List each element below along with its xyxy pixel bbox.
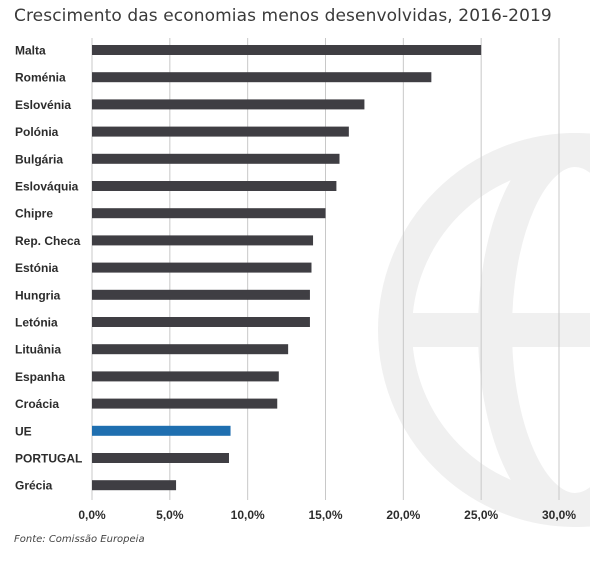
category-label: Malta bbox=[15, 44, 46, 58]
chart-title: Crescimento das economias menos desenvol… bbox=[14, 6, 552, 26]
category-label: Espanha bbox=[15, 370, 65, 384]
category-label: Eslováquia bbox=[15, 180, 79, 194]
category-label: Roménia bbox=[15, 71, 66, 85]
category-label: PORTUGAL bbox=[15, 452, 82, 466]
bar-gr-cia bbox=[92, 480, 177, 491]
category-labels: Malta Roménia Eslovénia Polónia Bulgária Eslo… bbox=[15, 44, 82, 493]
bar-eslov-nia bbox=[92, 99, 365, 110]
category-label: Lituânia bbox=[15, 343, 61, 357]
source-note: Fonte: Comissão Europeia bbox=[14, 534, 145, 545]
bar-let-nia bbox=[92, 317, 310, 327]
bars bbox=[92, 45, 482, 491]
x-tick-label: 5,0% bbox=[156, 508, 184, 522]
bar-est-nia bbox=[92, 262, 312, 273]
category-label: Bulgária bbox=[15, 152, 63, 166]
globe-watermark bbox=[378, 133, 590, 527]
category-label: Letónia bbox=[15, 316, 58, 330]
category-label: Hungria bbox=[15, 288, 61, 302]
bar-portugal bbox=[92, 453, 229, 463]
category-label: Estónia bbox=[15, 261, 59, 275]
category-label: Rep. Checa bbox=[15, 234, 81, 248]
bar-malta bbox=[92, 45, 482, 55]
category-label: Polónia bbox=[15, 125, 59, 139]
category-label: Eslovénia bbox=[15, 98, 71, 112]
bar-rep-checa bbox=[92, 235, 314, 246]
bar-hungria bbox=[92, 289, 310, 300]
x-tick-label: 10,0% bbox=[231, 508, 265, 522]
bar-bulg-ria bbox=[92, 153, 340, 164]
category-label: Grécia bbox=[15, 479, 53, 493]
category-label: Chipre bbox=[15, 207, 53, 221]
category-label: Croácia bbox=[15, 397, 59, 411]
x-tick-label: 0,0% bbox=[78, 508, 106, 522]
bar-espanha bbox=[92, 371, 279, 382]
bar-chipre bbox=[92, 208, 326, 219]
x-tick-label: 15,0% bbox=[308, 508, 342, 522]
category-label: UE bbox=[15, 424, 32, 438]
bar-cro-cia bbox=[92, 398, 278, 409]
bar-pol-nia bbox=[92, 126, 349, 137]
bar-eslov-quia bbox=[92, 181, 337, 191]
x-tick-label: 20,0% bbox=[386, 508, 420, 522]
bar-litu-nia bbox=[92, 344, 289, 355]
x-tick-label: 25,0% bbox=[464, 508, 498, 522]
x-tick-label: 30,0% bbox=[542, 508, 576, 522]
bar-rom-nia bbox=[92, 72, 432, 83]
x-tick-labels: 0,0% 5,0% 10,0% 15,0% 20,0% 25,0% 30,0% bbox=[78, 508, 576, 522]
bar-ue bbox=[92, 425, 231, 436]
